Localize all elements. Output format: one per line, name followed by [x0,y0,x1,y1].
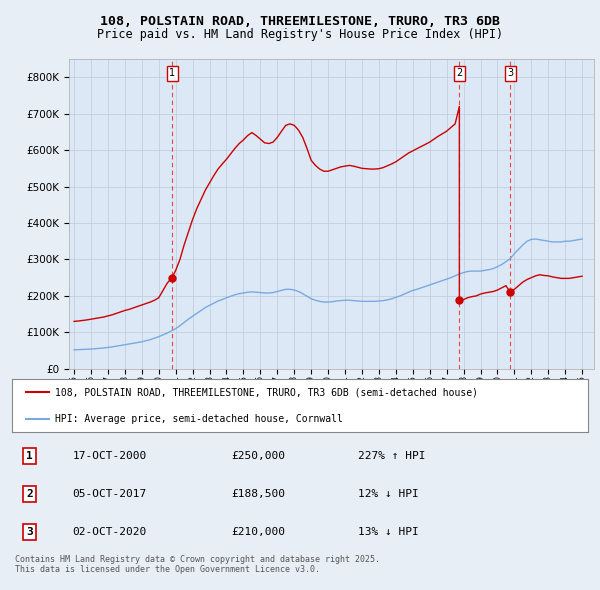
Text: 1: 1 [169,68,175,78]
Text: 13% ↓ HPI: 13% ↓ HPI [358,527,418,537]
Text: 17-OCT-2000: 17-OCT-2000 [73,451,147,461]
Text: Contains HM Land Registry data © Crown copyright and database right 2025.
This d: Contains HM Land Registry data © Crown c… [15,555,380,574]
Text: 05-OCT-2017: 05-OCT-2017 [73,489,147,499]
Text: £210,000: £210,000 [231,527,285,537]
Text: £188,500: £188,500 [231,489,285,499]
Text: 227% ↑ HPI: 227% ↑ HPI [358,451,425,461]
Text: 3: 3 [26,527,32,537]
Text: 02-OCT-2020: 02-OCT-2020 [73,527,147,537]
Text: 2: 2 [456,68,463,78]
Text: 3: 3 [507,68,513,78]
Text: 1: 1 [26,451,32,461]
Text: £250,000: £250,000 [231,451,285,461]
Text: 108, POLSTAIN ROAD, THREEMILESTONE, TRURO, TR3 6DB: 108, POLSTAIN ROAD, THREEMILESTONE, TRUR… [100,15,500,28]
Text: Price paid vs. HM Land Registry's House Price Index (HPI): Price paid vs. HM Land Registry's House … [97,28,503,41]
Text: 2: 2 [26,489,32,499]
Text: 108, POLSTAIN ROAD, THREEMILESTONE, TRURO, TR3 6DB (semi-detached house): 108, POLSTAIN ROAD, THREEMILESTONE, TRUR… [55,387,478,397]
Text: HPI: Average price, semi-detached house, Cornwall: HPI: Average price, semi-detached house,… [55,414,343,424]
Text: 12% ↓ HPI: 12% ↓ HPI [358,489,418,499]
